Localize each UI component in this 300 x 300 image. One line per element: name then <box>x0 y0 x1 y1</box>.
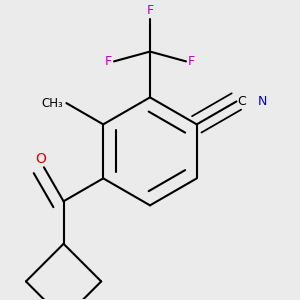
Text: O: O <box>35 152 46 166</box>
Text: C: C <box>237 95 246 108</box>
Text: F: F <box>105 55 112 68</box>
Text: CH₃: CH₃ <box>41 97 63 110</box>
Text: F: F <box>146 4 154 17</box>
Text: N: N <box>258 95 267 108</box>
Text: F: F <box>188 55 195 68</box>
